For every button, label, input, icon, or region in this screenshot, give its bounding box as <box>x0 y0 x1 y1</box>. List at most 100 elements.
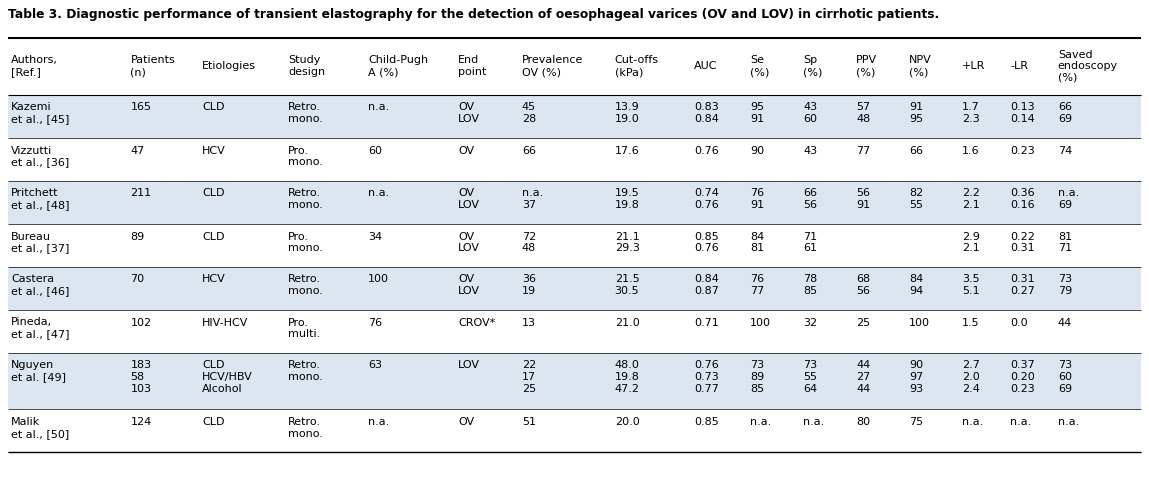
Text: 0.74
0.76: 0.74 0.76 <box>694 188 719 210</box>
Text: 100: 100 <box>368 275 388 284</box>
Text: CLD: CLD <box>202 417 224 427</box>
Text: 102: 102 <box>130 318 152 327</box>
Text: 22
17
25: 22 17 25 <box>522 361 537 394</box>
Text: CROV*: CROV* <box>458 318 495 327</box>
Text: CLD
HCV/HBV
Alcohol: CLD HCV/HBV Alcohol <box>202 361 253 394</box>
Text: Retro.
mono.: Retro. mono. <box>288 103 323 124</box>
Text: 34: 34 <box>368 231 381 241</box>
Text: n.a.: n.a. <box>803 417 824 427</box>
Text: Sp
(%): Sp (%) <box>803 55 823 77</box>
Text: Retro.
mono.: Retro. mono. <box>288 275 323 296</box>
Text: PPV
(%): PPV (%) <box>856 55 877 77</box>
Text: 1.7
2.3: 1.7 2.3 <box>962 103 980 124</box>
Text: 0.85: 0.85 <box>694 417 719 427</box>
Text: 80: 80 <box>856 417 870 427</box>
Text: 84
81: 84 81 <box>750 231 764 253</box>
Text: Kazemi
et al., [45]: Kazemi et al., [45] <box>11 103 69 124</box>
Bar <box>8 352 1141 409</box>
Text: Pro.
multi.: Pro. multi. <box>288 318 321 339</box>
Text: CLD: CLD <box>202 188 224 199</box>
Text: Se
(%): Se (%) <box>750 55 770 77</box>
Text: 21.0: 21.0 <box>615 318 639 327</box>
Text: 63: 63 <box>368 361 381 371</box>
Text: n.a.: n.a. <box>1010 417 1032 427</box>
Text: 60: 60 <box>368 146 381 156</box>
Text: Study
design: Study design <box>288 55 325 77</box>
Text: Nguyen
et al. [49]: Nguyen et al. [49] <box>11 361 65 382</box>
Text: Retro.
mono.: Retro. mono. <box>288 361 323 382</box>
Text: CLD: CLD <box>202 231 224 241</box>
Text: Castera
et al., [46]: Castera et al., [46] <box>11 275 69 296</box>
Text: 100: 100 <box>750 318 771 327</box>
Text: 78
85: 78 85 <box>803 275 817 296</box>
Text: 0.37
0.20
0.23: 0.37 0.20 0.23 <box>1010 361 1035 394</box>
Text: HCV: HCV <box>202 275 226 284</box>
Text: HIV-HCV: HIV-HCV <box>202 318 248 327</box>
Text: Cut-offs
(kPa): Cut-offs (kPa) <box>615 55 658 77</box>
Text: 70: 70 <box>130 275 145 284</box>
Text: 51: 51 <box>522 417 535 427</box>
Text: 44: 44 <box>1058 318 1072 327</box>
Text: OV
LOV: OV LOV <box>458 275 480 296</box>
Text: n.a.: n.a. <box>962 417 984 427</box>
Text: 1.5: 1.5 <box>962 318 980 327</box>
Text: 0.76
0.73
0.77: 0.76 0.73 0.77 <box>694 361 719 394</box>
Text: 91
95: 91 95 <box>909 103 924 124</box>
Text: 0.23: 0.23 <box>1010 146 1035 156</box>
Bar <box>8 180 1141 224</box>
Text: Pro.
mono.: Pro. mono. <box>288 146 323 167</box>
Text: 45
28: 45 28 <box>522 103 537 124</box>
Text: Prevalence
OV (%): Prevalence OV (%) <box>522 55 584 77</box>
Text: 3.5
5.1: 3.5 5.1 <box>962 275 980 296</box>
Text: 90: 90 <box>750 146 764 156</box>
Text: OV
LOV: OV LOV <box>458 103 480 124</box>
Text: AUC: AUC <box>694 61 718 71</box>
Bar <box>8 94 1141 137</box>
Text: Table 3. Diagnostic performance of transient elastography for the detection of o: Table 3. Diagnostic performance of trans… <box>8 8 939 21</box>
Text: 0.31
0.27: 0.31 0.27 <box>1010 275 1035 296</box>
Text: 73
55
64: 73 55 64 <box>803 361 817 394</box>
Text: 100: 100 <box>909 318 931 327</box>
Text: 81
71: 81 71 <box>1058 231 1072 253</box>
Text: 0.85
0.76: 0.85 0.76 <box>694 231 719 253</box>
Text: 71
61: 71 61 <box>803 231 817 253</box>
Text: Saved
endoscopy
(%): Saved endoscopy (%) <box>1058 50 1118 83</box>
Text: 84
94: 84 94 <box>909 275 924 296</box>
Text: 0.22
0.31: 0.22 0.31 <box>1010 231 1035 253</box>
Text: 25: 25 <box>856 318 870 327</box>
Text: 95
91: 95 91 <box>750 103 764 124</box>
Text: Pritchett
et al., [48]: Pritchett et al., [48] <box>11 188 69 210</box>
Text: 13: 13 <box>522 318 535 327</box>
Text: Retro.
mono.: Retro. mono. <box>288 417 323 439</box>
Text: 66
56: 66 56 <box>803 188 817 210</box>
Text: 72
48: 72 48 <box>522 231 537 253</box>
Text: 73
60
69: 73 60 69 <box>1058 361 1072 394</box>
Text: Authors,
[Ref.]: Authors, [Ref.] <box>11 55 57 77</box>
Text: n.a.
37: n.a. 37 <box>522 188 543 210</box>
Text: 21.5
30.5: 21.5 30.5 <box>615 275 639 296</box>
Text: n.a.: n.a. <box>750 417 771 427</box>
Text: OV
LOV: OV LOV <box>458 231 480 253</box>
Text: 0.84
0.87: 0.84 0.87 <box>694 275 719 296</box>
Text: 44
27
44: 44 27 44 <box>856 361 870 394</box>
Text: 89: 89 <box>130 231 145 241</box>
Text: 0.83
0.84: 0.83 0.84 <box>694 103 719 124</box>
Text: n.a.: n.a. <box>1058 417 1079 427</box>
Bar <box>8 267 1141 309</box>
Text: Etiologies: Etiologies <box>202 61 256 71</box>
Text: Malik
et al., [50]: Malik et al., [50] <box>11 417 69 439</box>
Text: 74: 74 <box>1058 146 1072 156</box>
Text: 73
89
85: 73 89 85 <box>750 361 764 394</box>
Text: Retro.
mono.: Retro. mono. <box>288 188 323 210</box>
Text: NPV
(%): NPV (%) <box>909 55 932 77</box>
Text: 13.9
19.0: 13.9 19.0 <box>615 103 639 124</box>
Text: 48.0
19.8
47.2: 48.0 19.8 47.2 <box>615 361 640 394</box>
Text: 20.0: 20.0 <box>615 417 639 427</box>
Text: Vizzutti
et al., [36]: Vizzutti et al., [36] <box>11 146 69 167</box>
Text: 66: 66 <box>522 146 535 156</box>
Text: 75: 75 <box>909 417 924 427</box>
Text: 124: 124 <box>130 417 152 427</box>
Text: 76
91: 76 91 <box>750 188 764 210</box>
Text: +LR: +LR <box>962 61 986 71</box>
Text: OV: OV <box>458 417 475 427</box>
